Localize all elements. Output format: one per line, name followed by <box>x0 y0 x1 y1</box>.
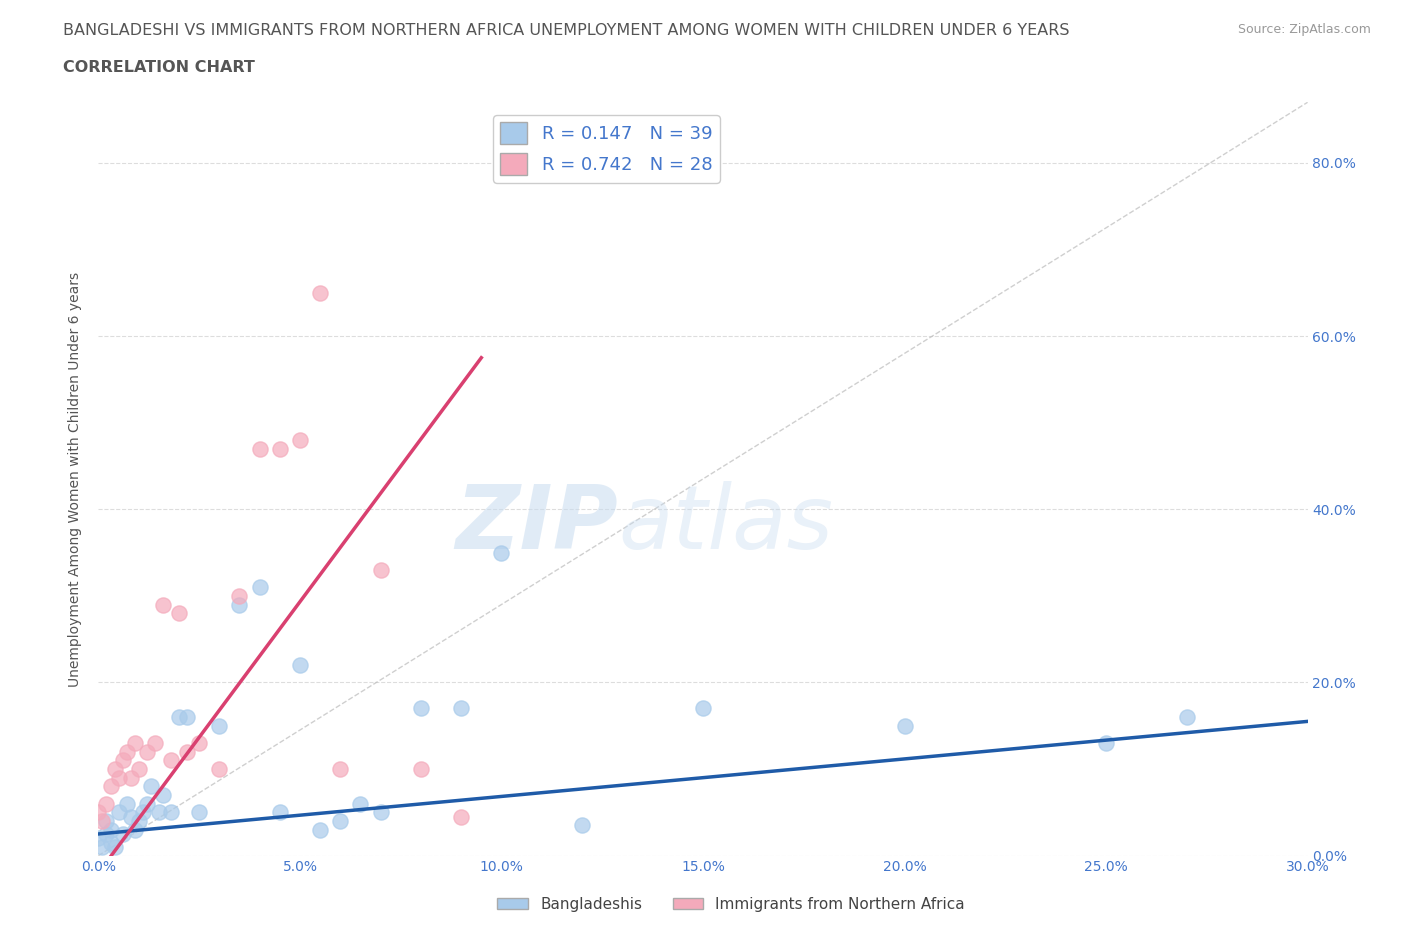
Point <box>160 753 183 768</box>
Point <box>111 827 134 842</box>
Point <box>143 736 166 751</box>
Text: BANGLADESHI VS IMMIGRANTS FROM NORTHERN AFRICA UNEMPLOYMENT AMONG WOMEN WITH CHI: BANGLADESHI VS IMMIGRANTS FROM NORTHERN … <box>63 23 1070 38</box>
Point <box>208 718 231 733</box>
Point <box>176 744 198 759</box>
Point <box>132 804 155 819</box>
Point <box>128 762 150 777</box>
Point <box>100 822 122 837</box>
Point <box>128 814 150 829</box>
Point <box>87 830 110 845</box>
Y-axis label: Unemployment Among Women with Children Under 6 years: Unemployment Among Women with Children U… <box>69 272 83 686</box>
Point <box>135 796 157 811</box>
Point <box>103 762 125 777</box>
Point <box>152 788 174 803</box>
Point <box>571 817 593 832</box>
Point <box>139 779 162 794</box>
Point <box>148 804 170 819</box>
Point <box>103 840 125 855</box>
Point <box>409 701 432 716</box>
Point <box>120 809 142 824</box>
Point <box>188 736 211 751</box>
Point <box>309 822 332 837</box>
Point <box>100 835 122 850</box>
Point <box>87 804 110 819</box>
Point <box>269 804 291 819</box>
Point <box>329 814 352 829</box>
Point <box>96 796 118 811</box>
Legend: Bangladeshis, Immigrants from Northern Africa: Bangladeshis, Immigrants from Northern A… <box>491 891 972 918</box>
Point <box>288 658 311 672</box>
Point <box>269 441 291 456</box>
Point <box>249 579 271 594</box>
Point <box>893 718 915 733</box>
Point <box>1175 710 1198 724</box>
Point <box>309 286 332 300</box>
Point <box>115 796 138 811</box>
Point <box>1095 736 1118 751</box>
Point <box>176 710 198 724</box>
Text: ZIP: ZIP <box>456 481 619 567</box>
Point <box>228 597 250 612</box>
Point <box>107 804 129 819</box>
Point <box>692 701 714 716</box>
Text: atlas: atlas <box>619 481 834 567</box>
Point <box>450 701 472 716</box>
Point <box>91 840 114 855</box>
Point <box>208 762 231 777</box>
Point <box>96 827 118 842</box>
Point <box>370 804 392 819</box>
Point <box>349 796 371 811</box>
Point <box>370 563 392 578</box>
Point <box>288 432 311 447</box>
Point <box>96 814 118 829</box>
Text: CORRELATION CHART: CORRELATION CHART <box>63 60 254 75</box>
Point <box>111 753 134 768</box>
Point <box>491 545 513 560</box>
Point <box>115 744 138 759</box>
Point <box>120 770 142 785</box>
Point <box>124 736 146 751</box>
Point <box>249 441 271 456</box>
Point <box>167 605 190 620</box>
Legend: R = 0.147   N = 39, R = 0.742   N = 28: R = 0.147 N = 39, R = 0.742 N = 28 <box>494 115 720 182</box>
Point <box>124 822 146 837</box>
Text: Source: ZipAtlas.com: Source: ZipAtlas.com <box>1237 23 1371 36</box>
Point <box>160 804 183 819</box>
Point <box>167 710 190 724</box>
Point <box>107 770 129 785</box>
Point <box>91 814 114 829</box>
Point <box>409 762 432 777</box>
Point <box>450 809 472 824</box>
Point <box>188 804 211 819</box>
Point <box>135 744 157 759</box>
Point <box>100 779 122 794</box>
Point <box>228 589 250 604</box>
Point <box>329 762 352 777</box>
Point <box>152 597 174 612</box>
